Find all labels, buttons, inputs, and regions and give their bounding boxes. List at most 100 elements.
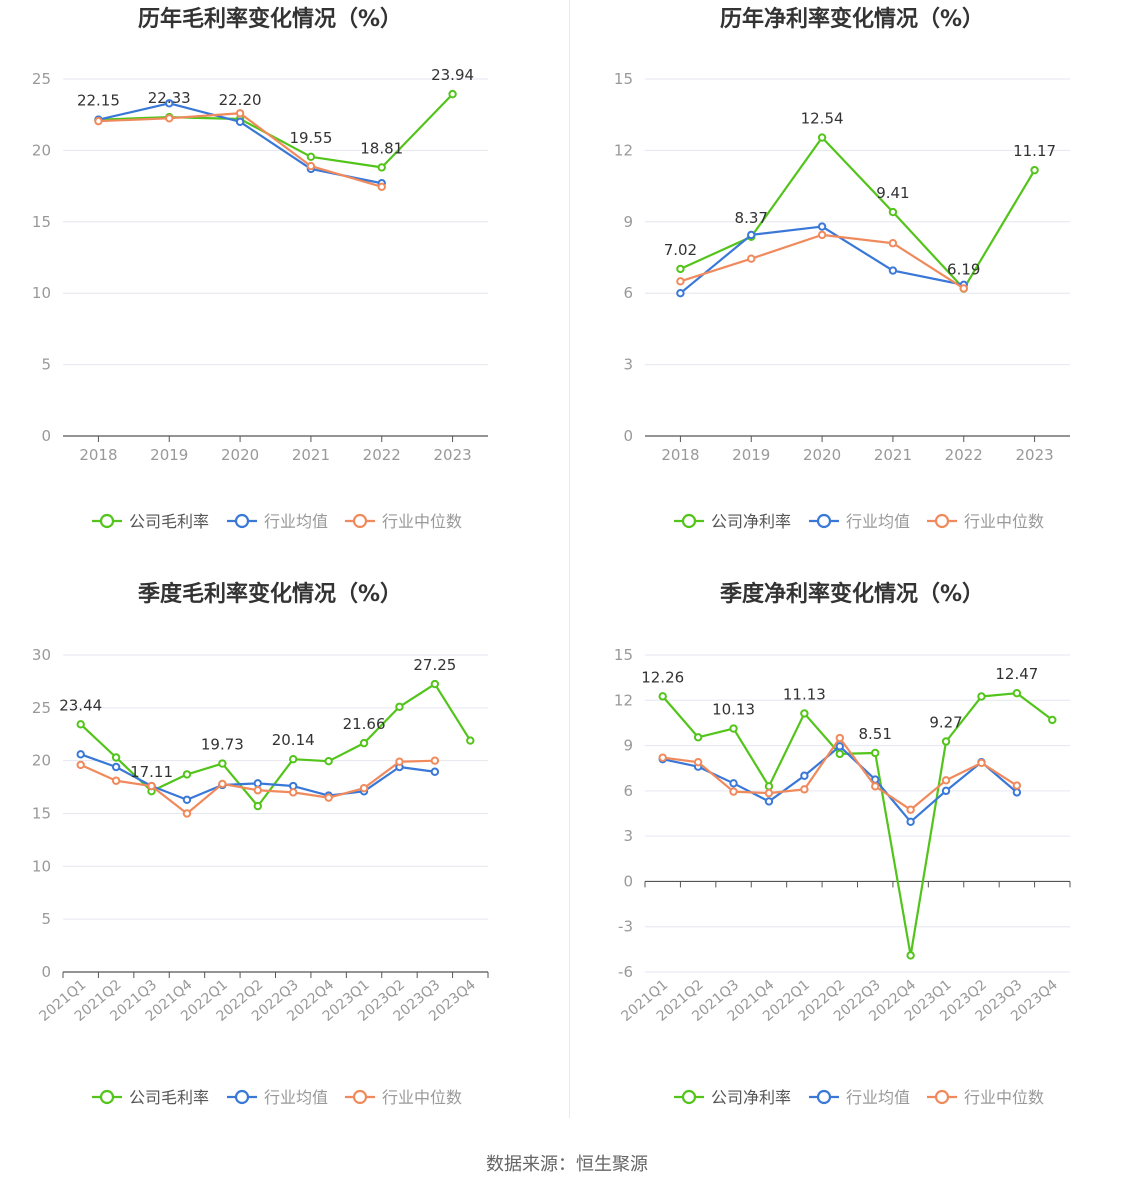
legend-marker	[681, 1089, 697, 1105]
legend-marker	[234, 1089, 250, 1105]
data-point-industry_median	[430, 756, 440, 765]
data-point-industry_avg	[835, 742, 844, 751]
data-label: 11.17	[1013, 142, 1056, 160]
data-label: 8.37	[735, 209, 768, 227]
y-tick-label: -6	[618, 963, 633, 981]
data-point-company	[395, 702, 404, 711]
data-point-industry_median	[906, 805, 915, 814]
y-tick-label: 15	[32, 213, 51, 231]
data-point-company	[377, 163, 386, 172]
data-point-industry_median	[289, 788, 298, 797]
legend-label: 行业均值	[846, 512, 910, 531]
y-tick-label: 15	[614, 70, 633, 88]
y-tick-label: 3	[623, 827, 633, 845]
data-point-industry_median	[76, 760, 85, 770]
legend-label: 行业中位数	[964, 1088, 1044, 1107]
legend-item: 行业中位数	[927, 1088, 1044, 1107]
legend-label: 公司毛利率	[129, 1088, 209, 1107]
chart-svg: 历年净利率变化情况（%） 0 3 6 9 12 15 2018 2019 2020 2021 2022…	[614, 6, 1070, 531]
data-point-company	[289, 754, 298, 764]
x-tick-label: 2018	[79, 446, 117, 464]
legend-label: 公司净利率	[711, 512, 791, 531]
y-tick-label: 5	[41, 356, 51, 374]
annual-net-margin-panel: 历年净利率变化情况（%） 0 3 6 9 12 15 2018 2019 2020 2021 2022…	[582, 0, 1134, 575]
data-point-company	[888, 207, 898, 217]
legend-item: 行业均值	[809, 1088, 910, 1107]
legend-label: 公司毛利率	[129, 512, 209, 531]
y-tick-label: 10	[32, 857, 51, 875]
legend-marker	[934, 1089, 950, 1105]
annual-gross-margin-panel: 历年毛利率变化情况（%） 0 5 10 15 20 25 2018 2019 2020 2021 20…	[0, 0, 567, 575]
data-point-industry_avg	[1012, 788, 1022, 797]
data-point-company	[430, 679, 440, 689]
data-point-industry_median	[218, 779, 227, 789]
y-tick-label: 12	[614, 141, 633, 159]
legend-label: 行业均值	[264, 1088, 328, 1107]
data-point-industry_median	[817, 230, 827, 240]
data-point-industry_avg	[182, 795, 192, 804]
data-label: 9.27	[929, 713, 962, 731]
data-label: 22.20	[219, 91, 262, 109]
data-point-industry_median	[359, 783, 369, 793]
data-point-company	[1030, 165, 1039, 175]
legend-marker	[352, 513, 368, 529]
legend-item: 行业均值	[227, 1088, 328, 1107]
y-tick-label: 20	[32, 752, 51, 770]
data-point-industry_median	[395, 757, 404, 766]
data-point-company	[658, 692, 667, 701]
data-label: 18.81	[360, 139, 403, 157]
data-label: 12.47	[995, 665, 1038, 683]
chart-title: 历年净利率变化情况（%）	[720, 6, 984, 32]
legend-marker	[816, 513, 832, 529]
data-label: 27.25	[413, 656, 456, 674]
data-source-note: 数据来源：恒生聚源	[486, 1154, 648, 1175]
data-point-company	[835, 749, 844, 759]
series-line-company	[98, 93, 454, 169]
data-label: 19.55	[289, 129, 332, 147]
data-point-company	[977, 692, 986, 701]
legend-label: 行业中位数	[382, 512, 462, 531]
y-tick-label: 12	[614, 691, 633, 709]
data-point-company	[817, 133, 827, 142]
data-point-industry_median	[959, 284, 968, 293]
data-point-industry_avg	[76, 750, 85, 759]
data-point-company	[906, 951, 915, 960]
legend-label: 行业中位数	[382, 1088, 462, 1107]
x-tick-label: 2021	[292, 446, 330, 464]
x-tick-label: 2020	[221, 446, 259, 464]
legend-item: 公司毛利率	[92, 1088, 209, 1107]
data-point-industry_avg	[800, 771, 809, 780]
data-label: 12.54	[801, 110, 844, 128]
y-tick-label: 15	[614, 646, 633, 664]
data-point-industry_avg	[111, 762, 121, 772]
y-tick-label: 9	[623, 737, 633, 755]
data-point-industry_median	[747, 254, 756, 263]
y-tick-label: 6	[623, 782, 633, 800]
data-point-industry_median	[253, 786, 262, 795]
data-point-industry_median	[871, 782, 880, 791]
data-label: 22.15	[77, 92, 120, 110]
data-point-industry_median	[111, 776, 121, 785]
data-point-company	[253, 801, 262, 811]
data-label: 11.13	[783, 685, 826, 703]
legend-marker	[681, 513, 697, 529]
data-point-industry_median	[977, 758, 986, 768]
data-point-industry_median	[235, 109, 245, 118]
series-line-company	[679, 136, 1036, 290]
x-tick-label: 2021	[874, 446, 912, 464]
x-tick-label: 2019	[150, 446, 188, 464]
chart-svg: 季度毛利率变化情况（%）0510152025302021Q12021Q22021…	[32, 581, 489, 1107]
legend-marker	[816, 1089, 832, 1105]
legend-item: 行业均值	[227, 512, 328, 531]
y-tick-label: 6	[623, 284, 633, 302]
data-point-industry_avg	[906, 817, 915, 827]
data-label: 22.33	[148, 89, 191, 107]
x-tick-label: 2019	[732, 446, 770, 464]
legend-marker	[234, 513, 250, 529]
data-point-industry_avg	[253, 779, 262, 788]
data-point-company	[182, 770, 192, 779]
data-point-company	[218, 759, 227, 768]
panel-divider	[569, 0, 570, 1118]
chart-title: 季度净利率变化情况（%）	[720, 581, 984, 607]
data-point-industry_median	[165, 114, 174, 123]
